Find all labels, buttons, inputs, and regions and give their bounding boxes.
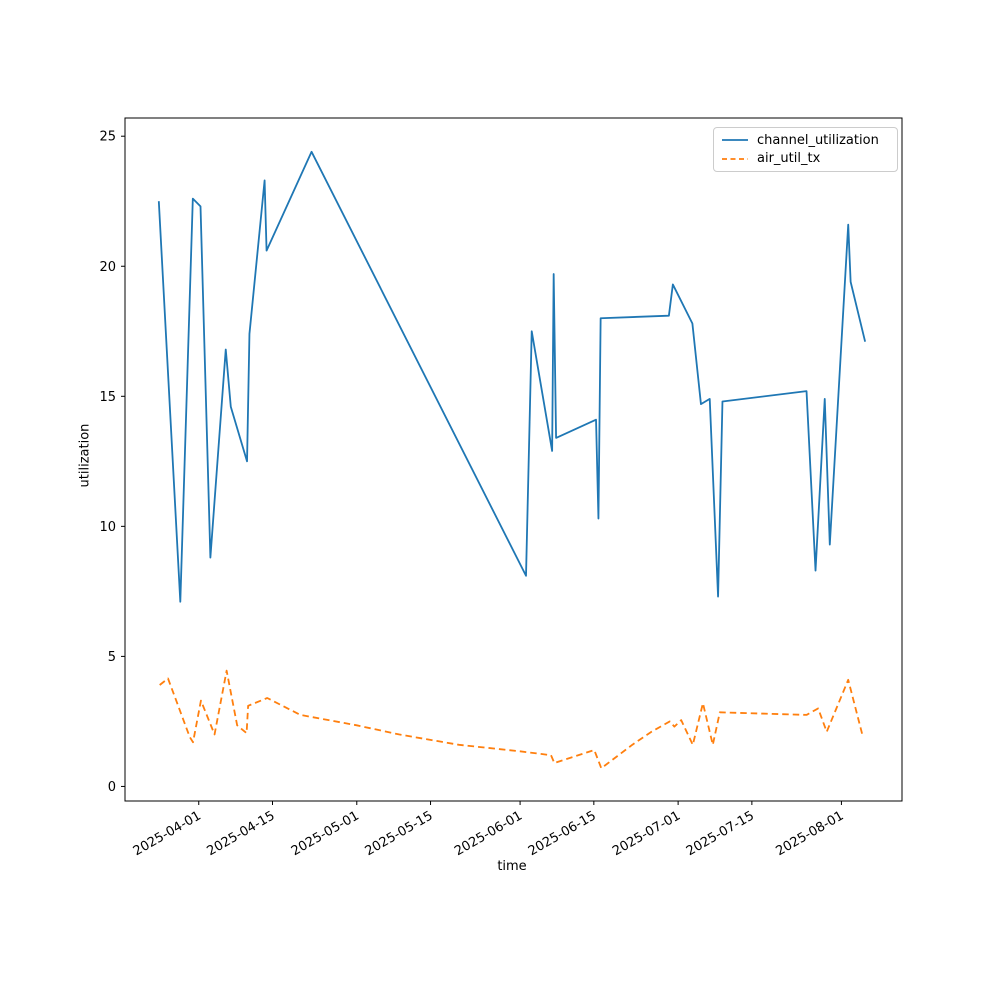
svg-text:2025-06-15: 2025-06-15 [526, 808, 599, 859]
x-axis-title: time [497, 859, 527, 874]
svg-text:2025-07-15: 2025-07-15 [684, 808, 757, 859]
svg-text:2025-05-15: 2025-05-15 [363, 808, 436, 859]
svg-text:2025-07-01: 2025-07-01 [610, 808, 683, 859]
legend-line-sample-dashed-icon [722, 157, 748, 160]
svg-text:0: 0 [108, 780, 116, 795]
svg-text:10: 10 [99, 520, 116, 535]
legend-entry-air-util-tx: air_util_tx [721, 150, 889, 167]
legend-label-channel-utilization: channel_utilization [757, 132, 879, 148]
svg-text:2025-04-15: 2025-04-15 [205, 808, 278, 859]
legend-entry-channel-utilization: channel_utilization [721, 132, 889, 149]
legend-line-sample-solid-icon [722, 139, 748, 142]
svg-text:5: 5 [108, 650, 116, 665]
svg-text:25: 25 [99, 130, 116, 145]
svg-text:15: 15 [99, 390, 116, 405]
svg-text:2025-06-01: 2025-06-01 [452, 808, 525, 859]
y-axis-title: utilization [77, 423, 93, 488]
legend: channel_utilization air_util_tx [713, 127, 898, 172]
svg-text:20: 20 [99, 260, 116, 275]
svg-text:2025-08-01: 2025-08-01 [773, 808, 846, 859]
svg-text:2025-04-01: 2025-04-01 [131, 808, 204, 859]
legend-label-air-util-tx: air_util_tx [757, 151, 821, 167]
svg-text:2025-05-01: 2025-05-01 [289, 808, 362, 859]
